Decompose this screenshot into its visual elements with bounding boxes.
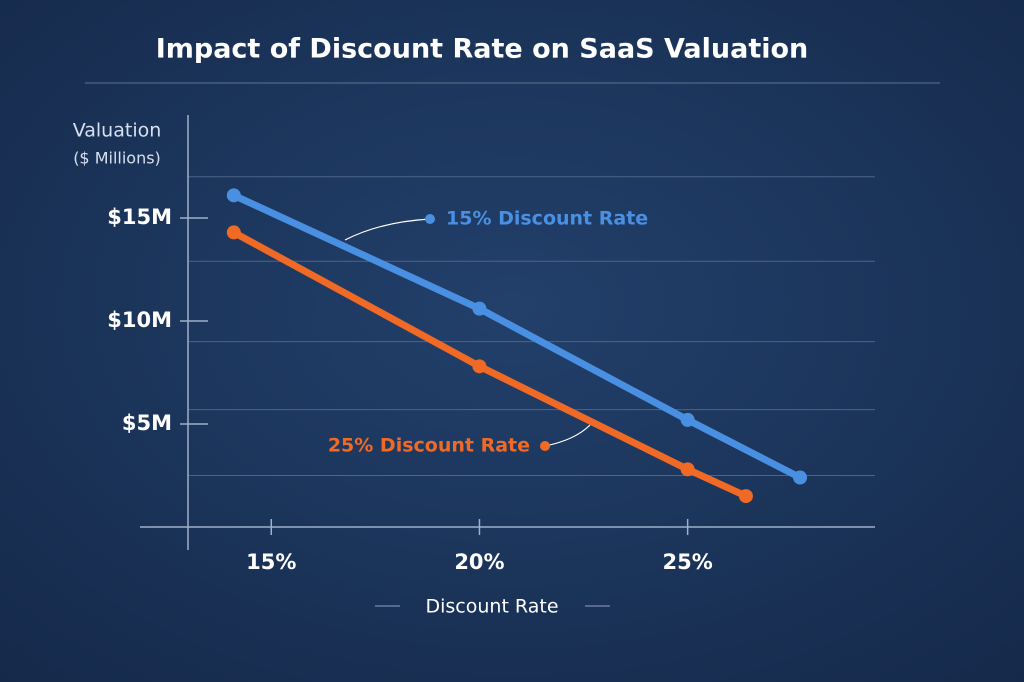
x-axis-label: Discount Rate (425, 596, 558, 618)
series-marker (793, 470, 808, 485)
y-axis-label: Valuation (73, 120, 162, 142)
x-tick-label: 15% (246, 550, 296, 574)
callout-dot (540, 441, 550, 451)
y-tick-label: $5M (122, 411, 172, 435)
chart-title: Impact of Discount Rate on SaaS Valuatio… (156, 34, 809, 65)
series-marker (226, 188, 241, 203)
series-line (230, 191, 804, 482)
x-tick-label: 25% (663, 550, 713, 574)
series-marker (738, 489, 753, 504)
series-label: 15% Discount Rate (446, 208, 648, 230)
callout-dot (425, 214, 435, 224)
series-line (230, 228, 750, 500)
callout-line (344, 218, 431, 241)
y-tick-label: $10M (107, 308, 172, 332)
series-label: 25% Discount Rate (328, 435, 530, 457)
y-axis-label: ($ Millions) (73, 149, 161, 168)
series-marker (226, 225, 241, 240)
series-marker (680, 412, 695, 427)
y-tick-label: $15M (107, 205, 172, 229)
x-tick-label: 20% (454, 550, 504, 574)
series-marker (472, 359, 487, 374)
series-marker (472, 301, 487, 316)
series-marker (680, 462, 695, 477)
